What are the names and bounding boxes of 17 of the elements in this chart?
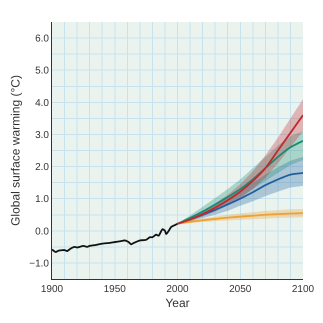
y-tick-label: 5.0 <box>35 66 50 77</box>
x-tick-label: 1900 <box>40 284 64 295</box>
y-tick-label: 0.0 <box>35 226 50 238</box>
y-tick-label: 2.0 <box>35 162 50 174</box>
y-tick-label: 3.0 <box>35 130 50 141</box>
y-axis-title: Global surface warming (°C) <box>8 75 23 226</box>
y-tick-label: −1.0 <box>29 258 50 270</box>
x-tick-label: 1950 <box>104 284 126 295</box>
y-tick-label: 4.0 <box>35 98 50 109</box>
x-axis-title: Year <box>165 296 190 310</box>
line-series <box>52 222 178 253</box>
line-series <box>176 212 303 225</box>
x-tick-label: 2000 <box>166 284 190 295</box>
y-tick-label: 6.0 <box>35 34 50 45</box>
y-tick-label: 1.0 <box>35 194 50 206</box>
x-tick-label: 2100 <box>292 284 315 295</box>
x-tick-label: 2050 <box>229 284 252 295</box>
